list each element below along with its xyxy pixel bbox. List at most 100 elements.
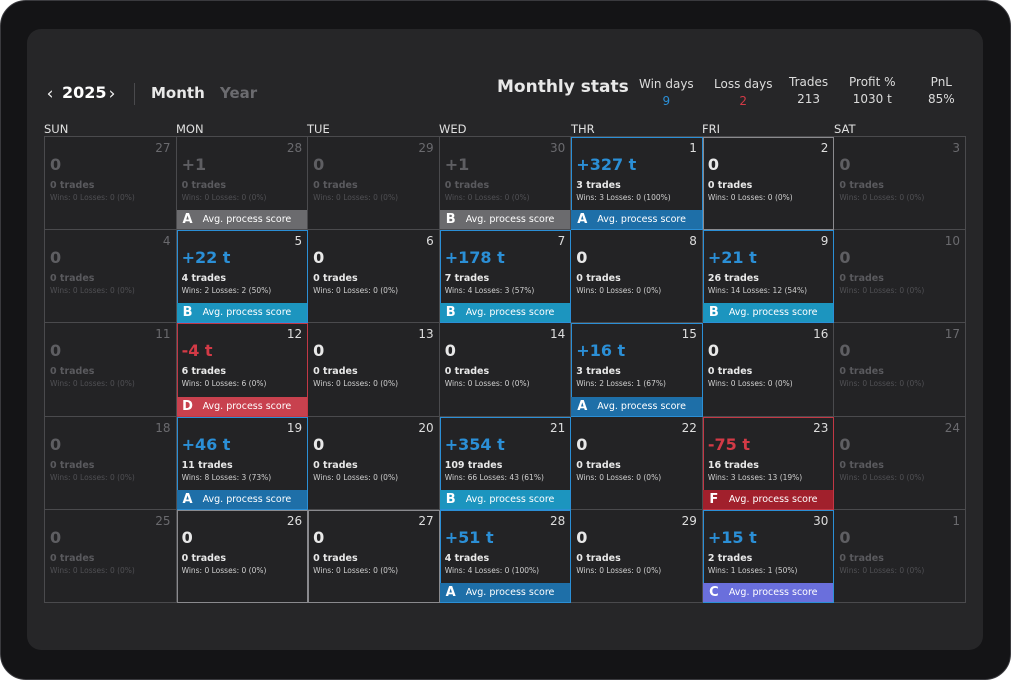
process-score-bar[interactable]: B Avg. process score xyxy=(439,489,571,509)
day-trade-count: 109 trades xyxy=(444,459,503,471)
process-score-bar[interactable]: B Avg. process score xyxy=(176,303,308,323)
day-number: 13 xyxy=(418,327,434,342)
process-score-bar[interactable]: B Avg. process score xyxy=(439,303,571,323)
process-score-bar[interactable]: C Avg. process score xyxy=(702,582,834,602)
stat-win-days-value: 9 xyxy=(662,94,671,108)
day-win-loss: Wins: 0 Losses: 0 (0%) xyxy=(50,472,135,482)
day-pnl: +178 t xyxy=(444,248,505,268)
calendar-header: ‹ 2025 › Month Year Monthly stats Win da… xyxy=(27,29,983,119)
day-cell[interactable]: 5 +22 t 4 trades Wins: 2 Losses: 2 (50%) B Av… xyxy=(176,230,309,324)
process-score-bar[interactable]: A Avg. process score xyxy=(571,210,702,230)
process-score-bar[interactable]: A Avg. process score xyxy=(439,582,571,602)
prev-year-chevron-icon[interactable]: ‹ xyxy=(46,84,54,104)
day-cell[interactable]: 14 0 0 trades Wins: 0 Losses: 0 (0%) xyxy=(439,323,572,417)
day-win-loss: Wins: 0 Losses: 0 (0%) xyxy=(313,565,398,575)
process-score-bar[interactable]: B Avg. process score xyxy=(439,210,571,230)
tab-year[interactable]: Year xyxy=(220,84,258,102)
day-cell[interactable]: 4 0 0 trades Wins: 0 Losses: 0 (0%) xyxy=(45,230,177,324)
day-cell[interactable]: 15 +16 t 3 trades Wins: 2 Losses: 1 (67%) A A… xyxy=(571,323,703,417)
day-cell[interactable]: 11 0 0 trades Wins: 0 Losses: 0 (0%) xyxy=(45,323,177,417)
day-cell[interactable]: 8 0 0 trades Wins: 0 Losses: 0 (0%) xyxy=(571,230,703,324)
day-number: 28 xyxy=(286,141,303,155)
day-cell[interactable]: 1 +327 t 3 trades Wins: 3 Losses: 0 (100%) A… xyxy=(571,137,703,231)
monthly-stats-title: Monthly stats xyxy=(497,77,629,97)
process-score-label: Avg. process score xyxy=(465,493,555,505)
day-cell[interactable]: 23 -75 t 16 trades Wins: 3 Losses: 13 (19%)… xyxy=(702,416,835,510)
day-win-loss: Wins: 0 Losses: 0 (0%) xyxy=(50,286,135,296)
weekday-thr: THR xyxy=(571,122,595,136)
process-score-bar[interactable]: B Avg. process score xyxy=(702,303,834,323)
process-score-label: Avg. process score xyxy=(202,307,292,319)
day-number: 12 xyxy=(286,327,303,342)
day-number: 15 xyxy=(681,327,697,342)
stat-pnl-label: PnL xyxy=(930,75,952,89)
day-pnl: +15 t xyxy=(707,527,757,547)
weekday-mon: MON xyxy=(176,122,204,136)
weekday-wed: WED xyxy=(439,122,467,136)
day-pnl: 0 xyxy=(181,527,193,547)
day-cell[interactable]: 21 +354 t 109 trades Wins: 66 Losses: 43 (6… xyxy=(439,416,572,510)
day-cell[interactable]: 18 0 0 trades Wins: 0 Losses: 0 (0%) xyxy=(45,416,177,510)
day-cell[interactable]: 27 0 0 trades Wins: 0 Losses: 0 (0%) xyxy=(45,137,177,231)
day-trade-count: 0 trades xyxy=(839,180,884,191)
day-cell[interactable]: 3 0 0 trades Wins: 0 Losses: 0 (0%) xyxy=(834,137,966,231)
day-trade-count: 0 trades xyxy=(50,366,95,378)
day-cell[interactable]: 30 +15 t 2 trades Wins: 1 Losses: 1 (50%) C A… xyxy=(702,509,835,603)
stat-profit-value: 1030 t xyxy=(852,92,892,106)
process-score-bar[interactable]: A Avg. process score xyxy=(571,396,702,416)
process-score-bar[interactable]: F Avg. process score xyxy=(702,489,834,509)
process-score-bar[interactable]: A Avg. process score xyxy=(176,489,308,509)
day-number: 7 xyxy=(557,234,566,249)
day-cell[interactable]: 13 0 0 trades Wins: 0 Losses: 0 (0%) xyxy=(308,323,440,417)
day-cell[interactable]: 16 0 0 trades Wins: 0 Losses: 0 (0%) xyxy=(702,323,835,417)
day-cell[interactable]: 25 0 0 trades Wins: 0 Losses: 0 (0%) xyxy=(45,509,177,603)
day-trade-count: 4 trades xyxy=(181,273,227,285)
day-pnl: +1 xyxy=(181,155,207,174)
day-cell[interactable]: 28 +1 0 trades Wins: 0 Losses: 0 (0%) A Avg. … xyxy=(176,137,309,231)
day-cell[interactable]: 22 0 0 trades Wins: 0 Losses: 0 (0%) xyxy=(571,416,703,510)
tab-month[interactable]: Month xyxy=(151,84,205,102)
day-cell[interactable]: 29 0 0 trades Wins: 0 Losses: 0 (0%) xyxy=(571,509,703,603)
day-cell[interactable]: 26 0 0 trades Wins: 0 Losses: 0 (0%) xyxy=(176,509,309,603)
day-pnl: 0 xyxy=(313,155,325,174)
day-pnl: +22 t xyxy=(181,248,231,268)
process-score-grade: A xyxy=(577,398,588,414)
day-win-loss: Wins: 0 Losses: 0 (0%) xyxy=(707,193,793,202)
day-cell[interactable]: 1 0 0 trades Wins: 0 Losses: 0 (0%) xyxy=(834,509,966,603)
day-pnl: +21 t xyxy=(707,248,757,268)
day-number: 28 xyxy=(550,513,566,528)
day-cell[interactable]: 9 +21 t 26 trades Wins: 14 Losses: 12 (54%)… xyxy=(702,230,835,324)
process-score-bar[interactable]: A Avg. process score xyxy=(176,210,308,230)
header-divider xyxy=(134,83,135,105)
day-number: 11 xyxy=(155,327,171,342)
calendar-grid: 27 0 0 trades Wins: 0 Losses: 0 (0%) 28 +1 0 t… xyxy=(44,136,966,603)
day-number: 9 xyxy=(820,234,829,249)
stat-trades-value: 213 xyxy=(797,92,820,106)
day-trade-count: 0 trades xyxy=(313,552,358,564)
day-cell[interactable]: 28 +51 t 4 trades Wins: 4 Losses: 0 (100%) A… xyxy=(439,509,572,603)
day-pnl: 0 xyxy=(839,155,851,174)
day-cell[interactable]: 2 0 0 trades Wins: 0 Losses: 0 (0%) xyxy=(702,137,835,231)
day-cell[interactable]: 29 0 0 trades Wins: 0 Losses: 0 (0%) xyxy=(308,137,440,231)
day-pnl: 0 xyxy=(576,248,588,268)
day-cell[interactable]: 30 +1 0 trades Wins: 0 Losses: 0 (0%) B Avg. … xyxy=(439,137,572,231)
day-cell[interactable]: 20 0 0 trades Wins: 0 Losses: 0 (0%) xyxy=(308,416,440,510)
day-pnl: 0 xyxy=(576,527,588,547)
day-trade-count: 0 trades xyxy=(444,366,490,378)
day-win-loss: Wins: 1 Losses: 1 (50%) xyxy=(707,565,798,575)
process-score-bar[interactable]: D Avg. process score xyxy=(176,396,308,416)
day-cell[interactable]: 6 0 0 trades Wins: 0 Losses: 0 (0%) xyxy=(308,230,440,324)
day-cell[interactable]: 10 0 0 trades Wins: 0 Losses: 0 (0%) xyxy=(834,230,966,324)
process-score-grade: A xyxy=(445,584,456,600)
day-cell[interactable]: 19 +46 t 11 trades Wins: 8 Losses: 3 (73%) A… xyxy=(176,416,309,510)
day-cell[interactable]: 17 0 0 trades Wins: 0 Losses: 0 (0%) xyxy=(834,323,966,417)
day-pnl: 0 xyxy=(50,434,62,454)
day-cell[interactable]: 7 +178 t 7 trades Wins: 4 Losses: 3 (57%) B A… xyxy=(439,230,572,324)
day-number: 29 xyxy=(418,141,434,155)
day-win-loss: Wins: 0 Losses: 0 (0%) xyxy=(576,286,662,296)
day-cell[interactable]: 12 -4 t 6 trades Wins: 0 Losses: 6 (0%) D Avg… xyxy=(176,323,309,417)
next-year-chevron-icon[interactable]: › xyxy=(108,84,116,104)
day-cell[interactable]: 27 0 0 trades Wins: 0 Losses: 0 (0%) xyxy=(308,509,440,603)
day-cell[interactable]: 24 0 0 trades Wins: 0 Losses: 0 (0%) xyxy=(834,416,966,510)
day-win-loss: Wins: 0 Losses: 0 (0%) xyxy=(50,565,135,575)
